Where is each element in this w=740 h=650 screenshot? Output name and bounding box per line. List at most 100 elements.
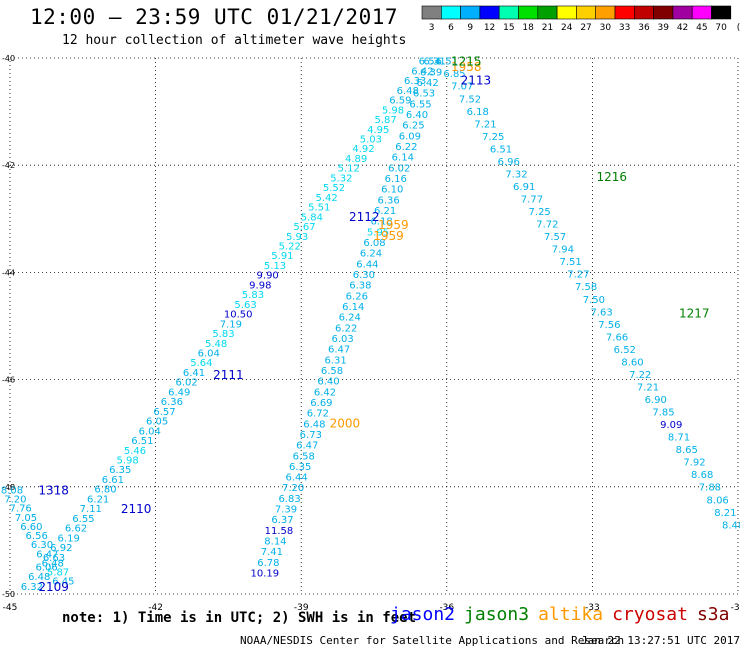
time-annotation: 1959 [373, 229, 404, 243]
data-point-value: 5.48 [205, 339, 227, 350]
data-point-value: 7.20 [282, 483, 304, 494]
satellite-s3a: s3a [696, 604, 730, 625]
y-tick-label: -46 [2, 376, 15, 385]
generated-timestamp: Jan 22 13:27:51 UTC 2017 [581, 634, 740, 647]
data-point-value: 6.51 [131, 436, 153, 447]
color-swatch [479, 5, 500, 20]
data-point-value: 10.50 [224, 310, 253, 321]
satellite-altika: altika [538, 604, 604, 625]
data-point-value: 8.48 [722, 520, 740, 531]
color-swatch [537, 5, 558, 20]
time-annotation: 1958 [451, 60, 482, 74]
satellite-cryosat: cryosat [612, 604, 688, 625]
time-annotation: 1215 [451, 55, 482, 69]
data-point-value: 8.60 [621, 357, 643, 368]
time-annotation: 2000 [330, 416, 361, 430]
data-point-value: 6.14 [392, 153, 414, 164]
data-point-value: 7.77 [521, 195, 543, 206]
time-annotation: 2111 [213, 368, 244, 382]
data-point-value: 7.32 [505, 169, 527, 180]
satellite-jason3: jason3 [464, 604, 530, 625]
data-point-value: 6.57 [153, 407, 175, 418]
color-swatch [460, 5, 481, 20]
data-point-value: 6.04 [198, 349, 220, 360]
color-tick-label: 18 [522, 23, 534, 33]
data-point-value: 6.58 [293, 451, 315, 462]
time-annotation: 1216 [597, 170, 628, 184]
time-annotation: 2110 [121, 502, 152, 516]
data-point-value: 5.42 [316, 193, 338, 204]
data-point-value: 6.83 [278, 494, 300, 505]
time-annotation: 1959 [378, 218, 409, 232]
color-tick-label: 3 [429, 23, 435, 33]
data-point-value: 6.78 [257, 558, 279, 569]
data-point-value: 6.91 [513, 182, 535, 193]
data-point-value: 6.14 [342, 302, 364, 313]
time-annotation: 2113 [461, 73, 492, 87]
data-point-value: 8.14 [264, 537, 286, 548]
data-point-value: 6.26 [346, 291, 368, 302]
data-point-value: 5.84 [301, 212, 323, 223]
data-point-value: 6.19 [58, 533, 80, 544]
data-point-value: 7.20 [4, 495, 26, 506]
data-point-value: 6.62 [65, 524, 87, 535]
data-point-value: 5.98 [117, 456, 139, 467]
data-point-value: 6.63 [43, 553, 65, 564]
data-point-value: 7.58 [575, 282, 597, 293]
color-swatch [576, 5, 597, 20]
annotations: 1318 2110 2109 2111 2112 2113 1216 1217 1958 1959… [38, 55, 709, 594]
color-swatch [595, 5, 616, 20]
chart-grid [9, 57, 739, 595]
data-point-value: 6.21 [374, 206, 396, 217]
data-point-value: 6.33 [404, 76, 426, 87]
data-point-value: 5.32 [330, 173, 352, 184]
data-point-value: 6.40 [406, 110, 428, 121]
data-point-value: 6.47 [328, 345, 350, 356]
data-point-value: 6.35 [109, 465, 131, 476]
data-point-value: 6.40 [317, 377, 339, 388]
data-point-value: 5.87 [374, 115, 396, 126]
footer-notes: note: 1) Time is in UTC; 2) SWH is in fe… [62, 610, 417, 626]
data-point-value: 6.72 [307, 409, 329, 420]
data-point-value: 6.21 [87, 494, 109, 505]
data-point-value: 4.92 [352, 144, 374, 155]
x-tick-label: -30 [731, 603, 740, 613]
data-point-value: 6.02 [388, 163, 410, 174]
data-point-value: 10.19 [250, 569, 279, 580]
color-swatch [691, 5, 712, 20]
data-point-value: 6.48 [397, 86, 419, 97]
x-tick-label: -36 [439, 603, 454, 613]
data-point-value: 7.66 [606, 332, 628, 343]
time-annotation: 1217 [679, 307, 710, 321]
data-points: 6.546.426.336.486.595.985.874.955.034.92… [1, 57, 740, 593]
data-point-value: 5.52 [323, 183, 345, 194]
data-point-value: 7.11 [80, 504, 102, 515]
x-tick-label: -45 [3, 603, 18, 613]
data-point-value: 6.42 [314, 387, 336, 398]
data-point-value: 6.54 [419, 57, 441, 68]
data-point-value: 6.22 [335, 323, 357, 334]
data-point-value: 6.51 [436, 57, 458, 68]
x-tick-label: -42 [148, 603, 163, 613]
data-point-value: 5.95 [367, 227, 389, 238]
data-point-value: 6.36 [378, 195, 400, 206]
x-tick-label: -39 [294, 603, 309, 613]
data-point-value: 7.51 [559, 257, 581, 268]
data-point-value: 5.67 [293, 222, 315, 233]
data-point-value: 4.89 [345, 154, 367, 165]
data-point-value: 7.22 [629, 370, 651, 381]
data-point-value: 7.50 [583, 295, 605, 306]
y-tick-label: -50 [2, 590, 15, 599]
data-point-value: 6.35 [289, 462, 311, 473]
data-point-value: 6.32 [21, 582, 43, 593]
data-point-value: 9.90 [257, 271, 279, 282]
data-point-value: 6.39 [420, 67, 442, 78]
data-point-value: 7.25 [529, 207, 551, 218]
color-tick-label: 21 [542, 23, 553, 33]
data-point-value: 6.92 [50, 543, 72, 554]
data-point-value: 7.52 [459, 94, 481, 105]
color-tick-label: 42 [677, 23, 688, 33]
data-point-value: 6.59 [389, 96, 411, 107]
data-point-value: 6.38 [349, 281, 371, 292]
